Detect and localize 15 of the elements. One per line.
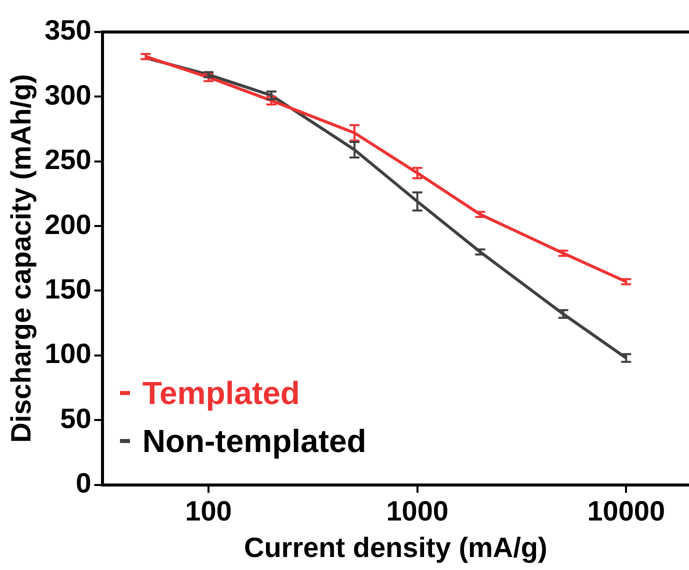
legend-label: Templated: [142, 374, 300, 413]
x-axis-title: Current density (mA/g): [244, 532, 548, 563]
y-tick-label: 100: [44, 338, 92, 370]
y-tick-label: 250: [44, 144, 92, 176]
legend-label: Non-templated: [142, 422, 366, 461]
y-tick-label: 200: [44, 208, 92, 240]
x-tick-label: 1000: [386, 495, 448, 526]
x-tick-label: 100: [185, 495, 232, 526]
x-tick-label: 10000: [587, 495, 666, 526]
y-tick-label: 150: [44, 273, 92, 304]
y-tick-label: 350: [44, 14, 92, 46]
y-axis-title: Discharge capacity (mAh/g): [6, 74, 37, 443]
y-tick-label: 0: [76, 468, 92, 499]
y-tick-label: 300: [44, 79, 92, 110]
y-tick-label: 50: [60, 402, 92, 434]
